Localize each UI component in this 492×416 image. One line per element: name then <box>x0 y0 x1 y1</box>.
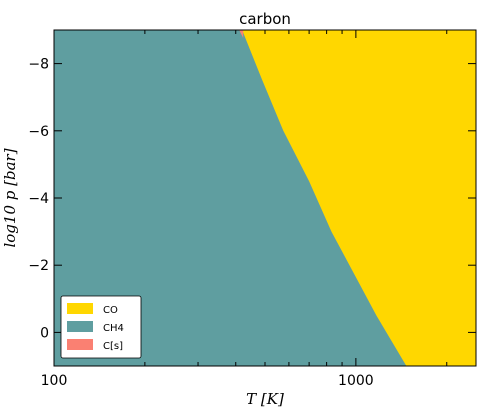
x-axis-label: T [K] <box>246 390 284 408</box>
y-tick-label: −2 <box>28 258 49 274</box>
legend-label-cs: C[s] <box>103 341 123 352</box>
x-axis-ticks: 100 1000 <box>41 30 448 389</box>
y-tick-label: −4 <box>28 191 49 207</box>
x-tick-label: 100 <box>41 373 68 389</box>
cs-region <box>239 30 244 38</box>
ch4-region <box>54 30 407 366</box>
y-axis-ticks: 0 −2 −4 −6 −8 <box>28 57 476 341</box>
legend-label-co: CO <box>103 305 118 316</box>
y-tick-label: −8 <box>28 57 49 73</box>
chart-title: carbon <box>239 10 291 28</box>
y-axis-label: log10 p [bar] <box>1 148 19 247</box>
legend-swatch-ch4 <box>67 321 93 332</box>
y-tick-label: −6 <box>28 124 49 140</box>
x-tick-label: 1000 <box>338 373 374 389</box>
y-tick-label: 0 <box>40 325 49 341</box>
legend-swatch-cs <box>67 339 93 350</box>
legend-label-ch4: CH4 <box>103 323 124 334</box>
legend: CO CH4 C[s] <box>60 295 142 359</box>
legend-swatch-co <box>67 303 93 314</box>
